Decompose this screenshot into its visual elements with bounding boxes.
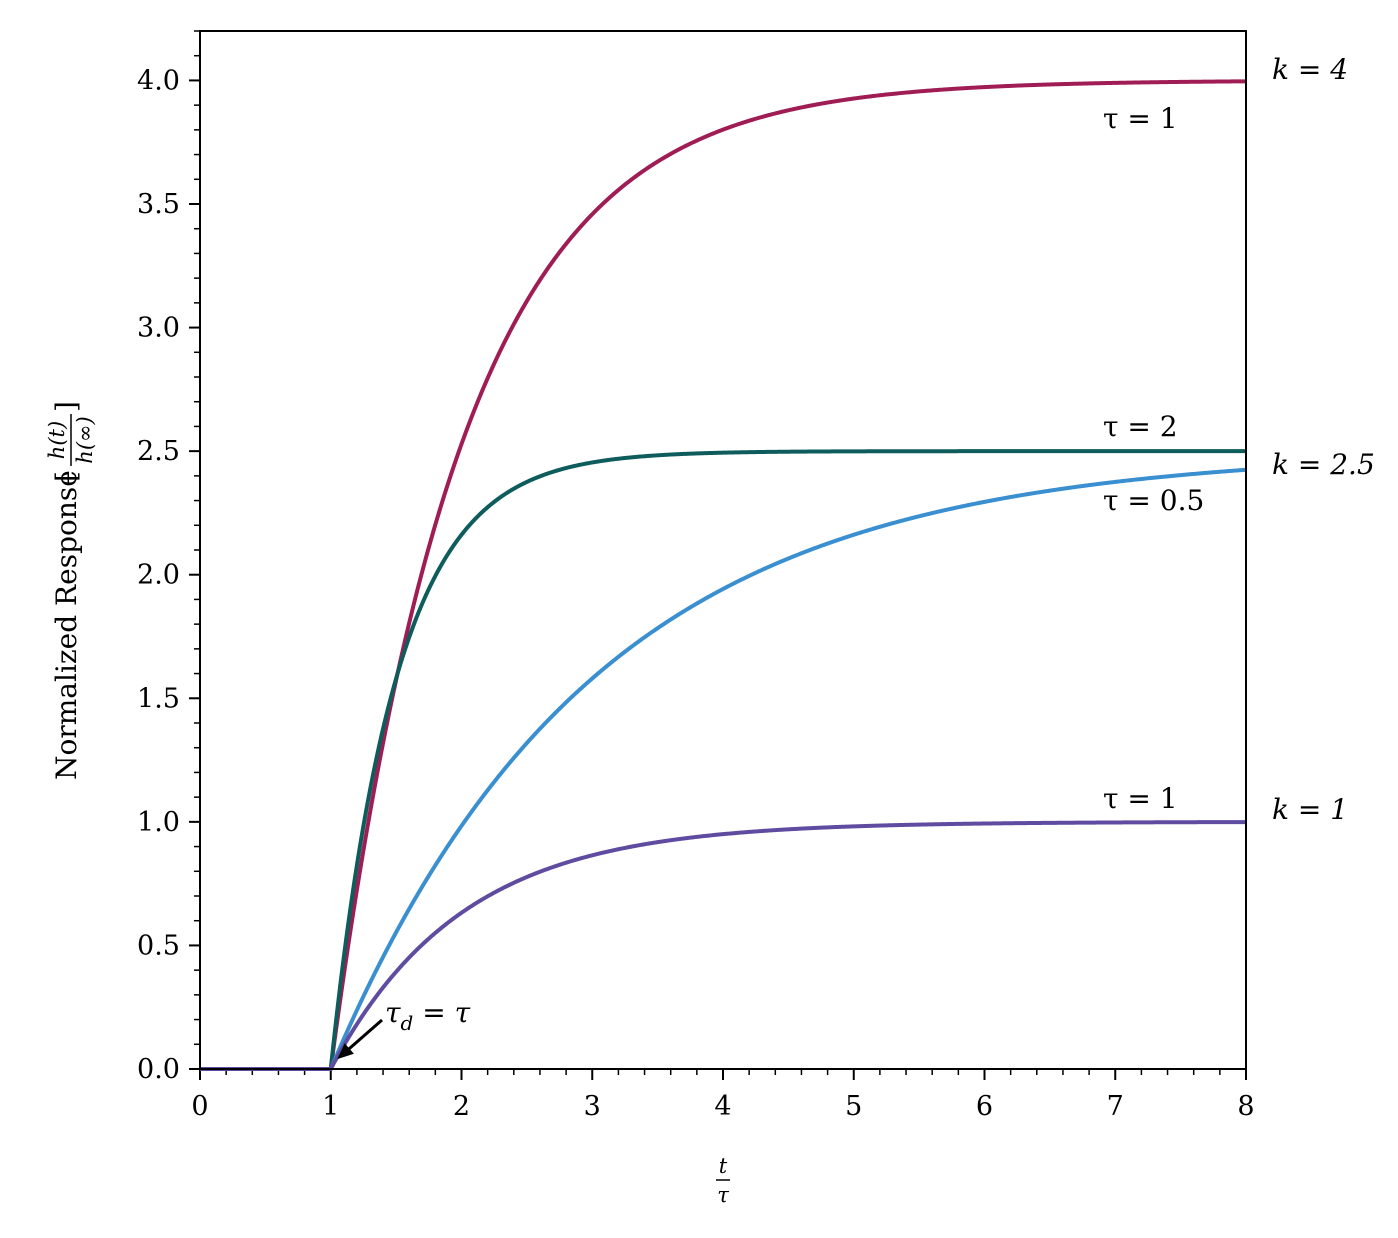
- y-axis-label: Normalized Response [ h(t) h(∞) ]: [45, 401, 97, 780]
- x-axis-denominator: τ: [717, 1183, 729, 1207]
- annotation-arrow: [344, 1018, 383, 1054]
- y-tick-label: 4.0: [137, 65, 180, 96]
- y-tick-label: 1.0: [137, 807, 180, 838]
- x-tick-label: 5: [845, 1091, 862, 1122]
- x-tick-label: 7: [1107, 1091, 1124, 1122]
- delay-annotation: τd = τ: [337, 996, 471, 1060]
- tick-labels: 0 1 2 3 4 5 6 7 8 0.0 0.5 1.0 1.5 2.0 2.5 3.0 3.5 4.0: [137, 65, 1255, 1122]
- series-label-k4-tau1: τ = 1: [1103, 102, 1178, 135]
- series-label-k1-tau1: τ = 1: [1103, 782, 1178, 815]
- x-axis-label: t τ: [716, 1154, 730, 1207]
- y-tick-label: 0.5: [137, 930, 180, 961]
- annotation-text: τd = τ: [385, 996, 471, 1035]
- x-tick-label: 4: [714, 1091, 731, 1122]
- x-tick-label: 3: [584, 1091, 601, 1122]
- y-tick-label: 0.0: [137, 1054, 180, 1085]
- x-tick-label: 2: [453, 1091, 470, 1122]
- plot-frame: [199, 30, 1247, 1070]
- k-label-2.5: k = 2.5: [1272, 448, 1375, 481]
- series-label-k2.5-tau0.5: τ = 0.5: [1103, 484, 1204, 517]
- series-line-k4-tau1: [199, 79, 1247, 1071]
- y-tick-label: 2.0: [137, 560, 180, 591]
- annotation-rest: = τ: [413, 996, 470, 1029]
- series-line-k1-tau1: [199, 820, 1247, 1071]
- y-axis-bracket-close: ]: [50, 401, 83, 412]
- major-ticks: [189, 79, 1247, 1080]
- y-axis-denominator: h(∞): [73, 416, 97, 463]
- x-tick-label: 0: [191, 1091, 208, 1122]
- series-line-k2.5-tau0.5: [199, 467, 1247, 1071]
- y-tick-label: 3.5: [137, 189, 180, 220]
- x-tick-label: 8: [1237, 1091, 1254, 1122]
- annotation-subscript: d: [401, 1011, 414, 1035]
- x-axis-numerator: t: [719, 1154, 728, 1178]
- series-lines: [199, 79, 1247, 1071]
- series-line-k2.5-tau2: [199, 449, 1247, 1071]
- x-tick-label: 6: [976, 1091, 993, 1122]
- k-label-4: k = 4: [1272, 53, 1348, 86]
- y-tick-label: 2.5: [137, 436, 180, 467]
- y-axis-bracket-open: [: [50, 471, 83, 482]
- y-axis-numerator: h(t): [45, 421, 69, 459]
- y-tick-label: 1.5: [137, 683, 180, 714]
- y-axis-title: Normalized Response: [50, 470, 83, 780]
- x-tick-label: 1: [322, 1091, 339, 1122]
- annotation-arrow-head: [337, 1043, 354, 1060]
- series-label-k2.5-tau2: τ = 2: [1103, 410, 1178, 443]
- k-label-1: k = 1: [1272, 793, 1348, 826]
- y-tick-label: 3.0: [137, 313, 180, 344]
